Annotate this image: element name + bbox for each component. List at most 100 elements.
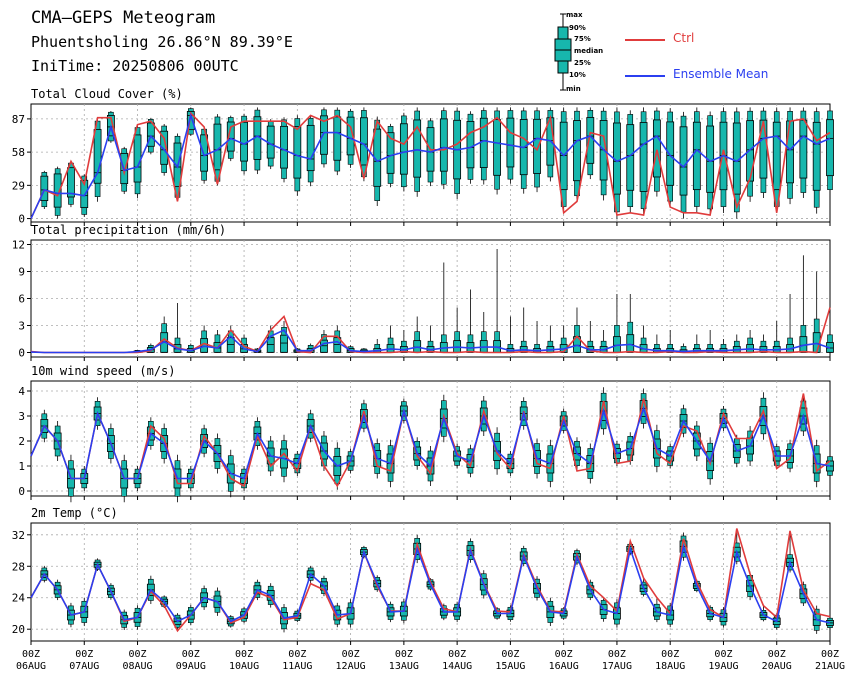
legend-median-label: median <box>574 47 604 55</box>
x-tick-label-date: 12AUG <box>336 661 366 672</box>
init-time-label: IniTime: 20250806 00UTC <box>31 57 239 75</box>
inner-box <box>280 125 288 169</box>
x-tick-label-time: 00Z <box>768 649 786 660</box>
y-tick-label: 0 <box>18 485 25 498</box>
inner-box <box>93 129 102 184</box>
inner-box <box>266 337 275 353</box>
ctrl-line-swatch <box>625 39 665 41</box>
x-tick-label-date: 06AUG <box>16 661 46 672</box>
panel-frame <box>30 522 831 642</box>
legend-mean-label: Ensemble Mean <box>673 67 769 81</box>
legend-max-label: max <box>566 11 583 19</box>
legend-p90-label: 90% <box>569 24 586 32</box>
x-tick-label-date: 09AUG <box>176 661 206 672</box>
y-tick-label: 20 <box>12 623 25 636</box>
legend-p75-label: 75% <box>574 35 591 43</box>
y-tick-label: 4 <box>18 385 25 398</box>
inner-box <box>146 122 155 147</box>
panel-1: Total Cloud Cover (%) 0 29 58 87 <box>12 87 834 226</box>
inner-box <box>466 121 475 169</box>
y-tick-label: 12 <box>12 239 25 252</box>
inner-box <box>186 111 195 131</box>
x-tick-label-date: 21AUG <box>815 661 845 672</box>
x-tick-label-time: 00Z <box>129 649 147 660</box>
y-tick-label: 24 <box>12 592 26 605</box>
y-tick-label: 9 <box>18 266 25 279</box>
inner-box <box>826 119 834 177</box>
y-tick-label: 3 <box>18 410 25 423</box>
mean-series-line <box>30 543 831 624</box>
x-tick-label-date: 18AUG <box>655 661 685 672</box>
inner-box <box>160 130 169 165</box>
mean-line-swatch <box>625 75 665 77</box>
inner-box <box>133 134 142 183</box>
x-tick-label-date: 07AUG <box>69 661 99 672</box>
x-tick-label-date: 10AUG <box>229 661 259 672</box>
panel-title: Total precipitation (mm/6h) <box>31 223 226 237</box>
ctrl-series-line <box>30 307 831 354</box>
legend-ctrl-label: Ctrl <box>673 31 695 45</box>
inner-box <box>573 120 581 182</box>
y-tick-label: 28 <box>12 560 25 573</box>
inner-box <box>333 116 342 161</box>
inner-box <box>200 134 209 172</box>
x-tick-label-time: 00Z <box>182 649 200 660</box>
y-tick-label: 1 <box>18 460 25 473</box>
ctrl-series-line <box>30 528 831 633</box>
x-tick-label-time: 00Z <box>395 649 413 660</box>
inner-box <box>226 337 235 353</box>
inner-box <box>360 117 368 166</box>
x-tick-label-date: 15AUG <box>495 661 525 672</box>
y-tick-label: 0 <box>18 347 25 360</box>
mean-series-line <box>30 405 831 480</box>
panel-frame <box>30 380 831 497</box>
y-tick-label: 2 <box>18 435 25 448</box>
inner-box <box>320 115 328 155</box>
inner-box <box>586 117 595 164</box>
chart-title: CMA–GEPS Meteogram <box>31 8 216 28</box>
legend-p10-label: 10% <box>569 71 586 79</box>
panel-4: 2m Temp (°C) 20 24 28 32 <box>12 506 834 645</box>
ctrl-series-line <box>30 393 831 488</box>
x-tick-label-time: 00Z <box>714 649 732 660</box>
x-tick-label-date: 13AUG <box>389 661 419 672</box>
y-tick-label: 3 <box>18 320 25 333</box>
panel-3: 10m wind speed (m/s) 0 1 2 3 4 <box>18 364 834 503</box>
inner-box <box>306 124 315 172</box>
inner-box <box>533 118 541 174</box>
y-tick-label: 87 <box>12 113 25 126</box>
panel-title: 10m wind speed (m/s) <box>31 364 176 378</box>
x-tick-label-date: 08AUG <box>122 661 152 672</box>
panel-2: Total precipitation (mm/6h) 0 3 6 9 12 <box>12 223 834 361</box>
inner-box <box>639 122 648 192</box>
inner-box <box>320 339 328 353</box>
x-tick-label-time: 00Z <box>821 649 839 660</box>
x-tick-label-date: 17AUG <box>602 661 632 672</box>
inner-box <box>40 175 49 202</box>
y-tick-label: 0 <box>18 213 25 226</box>
x-tick-label-date: 20AUG <box>762 661 792 672</box>
inner-box <box>399 123 408 175</box>
y-tick-label: 32 <box>12 529 25 542</box>
location-label: Phuentsholing 26.86°N 89.39°E <box>31 33 293 51</box>
inner-box <box>506 117 515 168</box>
x-tick-label-time: 00Z <box>235 649 253 660</box>
x-tick-label-time: 00Z <box>555 649 573 660</box>
x-tick-label-time: 00Z <box>342 649 360 660</box>
inner-box <box>67 167 75 198</box>
inner-box <box>799 119 808 179</box>
inner-box <box>386 132 395 174</box>
inner-box <box>226 121 235 152</box>
inner-box <box>746 120 754 182</box>
x-tick-label-time: 00Z <box>661 649 679 660</box>
x-tick-label-time: 00Z <box>501 649 519 660</box>
inner-box <box>692 121 701 191</box>
inner-box <box>413 119 422 178</box>
legend-p25-label: 25% <box>574 59 591 67</box>
inner-box <box>53 173 62 208</box>
inner-box <box>626 334 635 353</box>
inner-box <box>280 334 288 353</box>
box-legend-glyph <box>554 13 572 91</box>
y-tick-label: 58 <box>12 146 25 159</box>
